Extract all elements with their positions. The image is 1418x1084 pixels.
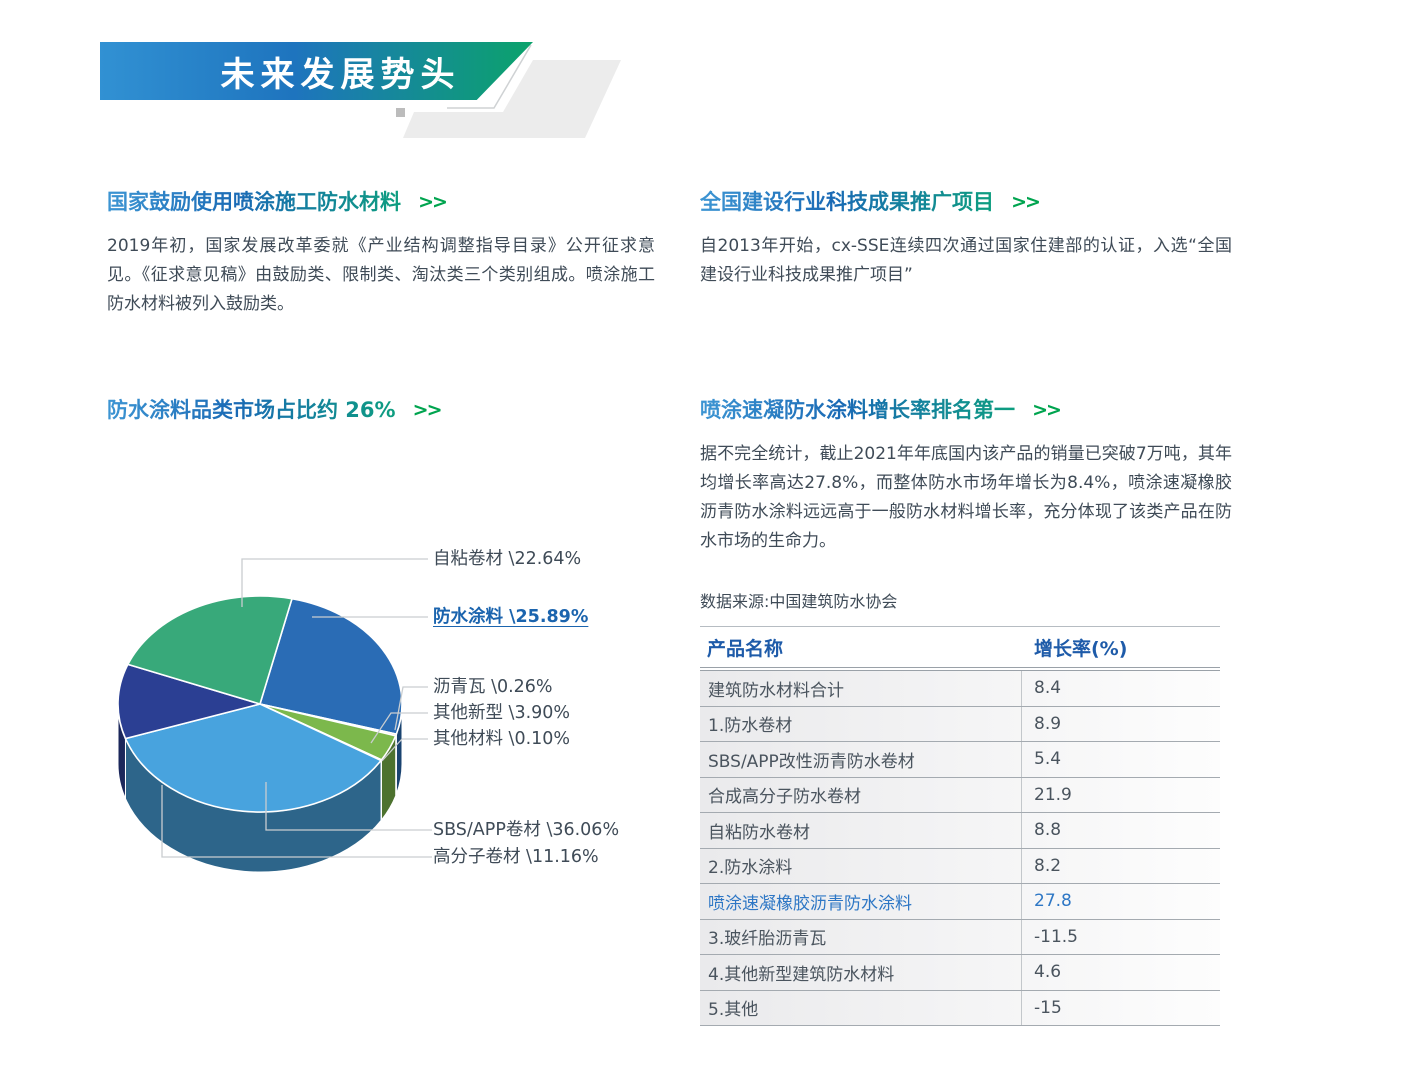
pie-label-其他新型: 其他新型 \3.90% xyxy=(433,703,571,723)
pie-leader-line-高分子卷材 xyxy=(161,785,432,858)
product-name-cell: 合成高分子防水卷材 xyxy=(700,777,1022,812)
section-4-body: 据不完全统计，截止2021年年底国内该产品的销量已突破7万吨，其年均增长率高达2… xyxy=(700,444,1232,551)
section-3-heading: 防水涂料品类市场占比约 26% >> xyxy=(107,394,443,424)
growth-rate-cell: 8.4 xyxy=(1034,678,1062,699)
table-row-2: 1.防水卷材 8.9 xyxy=(700,706,1220,742)
pie-leader-line-其他材料 xyxy=(381,738,428,762)
section-2-body: 自2013年开始，cx-SSE连续四次通过国家住建部的认证，入选“全国建设行业科… xyxy=(700,236,1232,285)
section-2-title: 全国建设行业科技成果推广项目 xyxy=(700,186,994,216)
product-name-cell: 建筑防水材料合计 xyxy=(700,671,1022,706)
growth-rate-table: 产品名称 增长率(%) 建筑防水材料合计 8.4 1.防水卷材 8.9 SBS/APP改… xyxy=(700,626,1220,1026)
section-2-arrow-icon: >> xyxy=(1011,191,1041,213)
pie-label-SBS/APP卷材: SBS/APP卷材 \36.06% xyxy=(433,820,620,840)
product-name-cell: 3.玻纤胎沥青瓦 xyxy=(700,919,1022,954)
pie-label-自粘卷材: 自粘卷材 \22.64% xyxy=(433,549,582,569)
section-3-title: 防水涂料品类市场占比约 26% xyxy=(107,394,396,424)
product-name-cell: 1.防水卷材 xyxy=(700,706,1022,741)
pie-leader-line-SBS/APP卷材 xyxy=(265,782,432,831)
product-name-cell: 5.其他 xyxy=(700,990,1022,1025)
section-4-heading: 喷涂速凝防水涂料增长率排名第一 >> xyxy=(700,394,1232,424)
pie-label-防水涂料: 防水涂料 \25.89% xyxy=(433,607,589,627)
growth-rate-cell: 8.8 xyxy=(1034,820,1062,841)
pie-slice-防水涂料 xyxy=(259,597,403,735)
product-name-cell: 4.其他新型建筑防水材料 xyxy=(700,955,1022,990)
pie-chart-canvas xyxy=(117,558,432,873)
growth-rate-cell: -15 xyxy=(1034,997,1062,1018)
section-2-heading: 全国建设行业科技成果推广项目 >> xyxy=(700,186,1232,216)
table-body: 建筑防水材料合计 8.4 1.防水卷材 8.9 SBS/APP改性沥青防水卷材 5.4 合成… xyxy=(700,671,1220,1026)
section-3-arrow-icon: >> xyxy=(412,399,443,421)
growth-rate-cell: 8.9 xyxy=(1034,713,1062,734)
pie-label-沥青瓦: 沥青瓦 \0.26% xyxy=(433,677,553,697)
section-growth-ranking: 喷涂速凝防水涂料增长率排名第一 >> 据不完全统计，截止2021年年底国内该产品… xyxy=(700,394,1232,556)
product-name-cell: SBS/APP改性沥青防水卷材 xyxy=(700,742,1022,777)
growth-rate-cell: 4.6 xyxy=(1034,962,1062,983)
pie-label-高分子卷材: 高分子卷材 \11.16% xyxy=(433,847,599,867)
pie-slice-SBS/APP卷材 xyxy=(124,703,382,813)
pie-leader-line-自粘卷材 xyxy=(241,558,428,607)
section-4-title: 喷涂速凝防水涂料增长率排名第一 xyxy=(700,394,1015,424)
table-row-10: 5.其他 -15 xyxy=(700,990,1220,1026)
product-name-cell: 喷涂速凝橡胶沥青防水涂料 xyxy=(700,884,1022,919)
product-name-cell: 2.防水涂料 xyxy=(700,848,1022,883)
pie-leader-line-沥青瓦 xyxy=(394,686,428,731)
pie-leader-line-其他新型 xyxy=(370,712,428,744)
section-1-body: 2019年初，国家发展改革委就《产业结构调整指导目录》公开征求意见。《征求意见稿… xyxy=(107,236,655,314)
pie-slice-高分子卷材 xyxy=(117,663,261,740)
growth-rate-cell: 21.9 xyxy=(1034,784,1072,805)
section-4-arrow-icon: >> xyxy=(1032,399,1062,421)
product-name-cell: 自粘防水卷材 xyxy=(700,813,1022,848)
growth-rate-cell: 5.4 xyxy=(1034,749,1062,770)
market-share-pie-chart: 自粘卷材 \22.64% 防水涂料 \25.89% 沥青瓦 \0.26% 其他新型 \… xyxy=(100,545,665,890)
table-row-4: 合成高分子防水卷材 21.9 xyxy=(700,777,1220,813)
table-row-5: 自粘防水卷材 8.8 xyxy=(700,813,1220,849)
growth-rate-cell: 8.2 xyxy=(1034,855,1062,876)
table-header-product-name: 产品名称 xyxy=(707,637,784,660)
growth-rate-cell: 27.8 xyxy=(1034,891,1072,912)
table-header-row: 产品名称 增长率(%) xyxy=(700,627,1220,671)
section-1-title: 国家鼓励使用喷涂施工防水材料 xyxy=(107,186,401,216)
section-1-heading: 国家鼓励使用喷涂施工防水材料 >> xyxy=(107,186,655,216)
table-row-1: 建筑防水材料合计 8.4 xyxy=(700,671,1220,707)
section-1-arrow-icon: >> xyxy=(418,191,448,213)
table-row-3: SBS/APP改性沥青防水卷材 5.4 xyxy=(700,742,1220,778)
pie-slice-自粘卷材 xyxy=(127,595,293,705)
data-source-note: 数据来源:中国建筑防水协会 xyxy=(700,592,898,611)
table-header-growth-rate: 增长率(%) xyxy=(1034,637,1128,660)
table-row-6: 2.防水涂料 8.2 xyxy=(700,848,1220,884)
table-row-8: 3.玻纤胎沥青瓦 -11.5 xyxy=(700,919,1220,955)
page-title: 未来发展势头 xyxy=(220,54,461,95)
table-row-7: 喷涂速凝橡胶沥青防水涂料 27.8 xyxy=(700,884,1220,920)
banner: 未来发展势头 xyxy=(100,42,533,100)
growth-rate-cell: -11.5 xyxy=(1034,926,1078,947)
decor-small-square xyxy=(396,108,405,117)
section-spray-materials: 国家鼓励使用喷涂施工防水材料 >> 2019年初，国家发展改革委就《产业结构调整… xyxy=(107,186,655,319)
section-market-share: 防水涂料品类市场占比约 26% >> xyxy=(107,394,443,424)
section-national-project: 全国建设行业科技成果推广项目 >> 自2013年开始，cx-SSE连续四次通过国… xyxy=(700,186,1232,290)
table-row-9: 4.其他新型建筑防水材料 4.6 xyxy=(700,955,1220,991)
pie-label-其他材料: 其他材料 \0.10% xyxy=(433,729,571,749)
